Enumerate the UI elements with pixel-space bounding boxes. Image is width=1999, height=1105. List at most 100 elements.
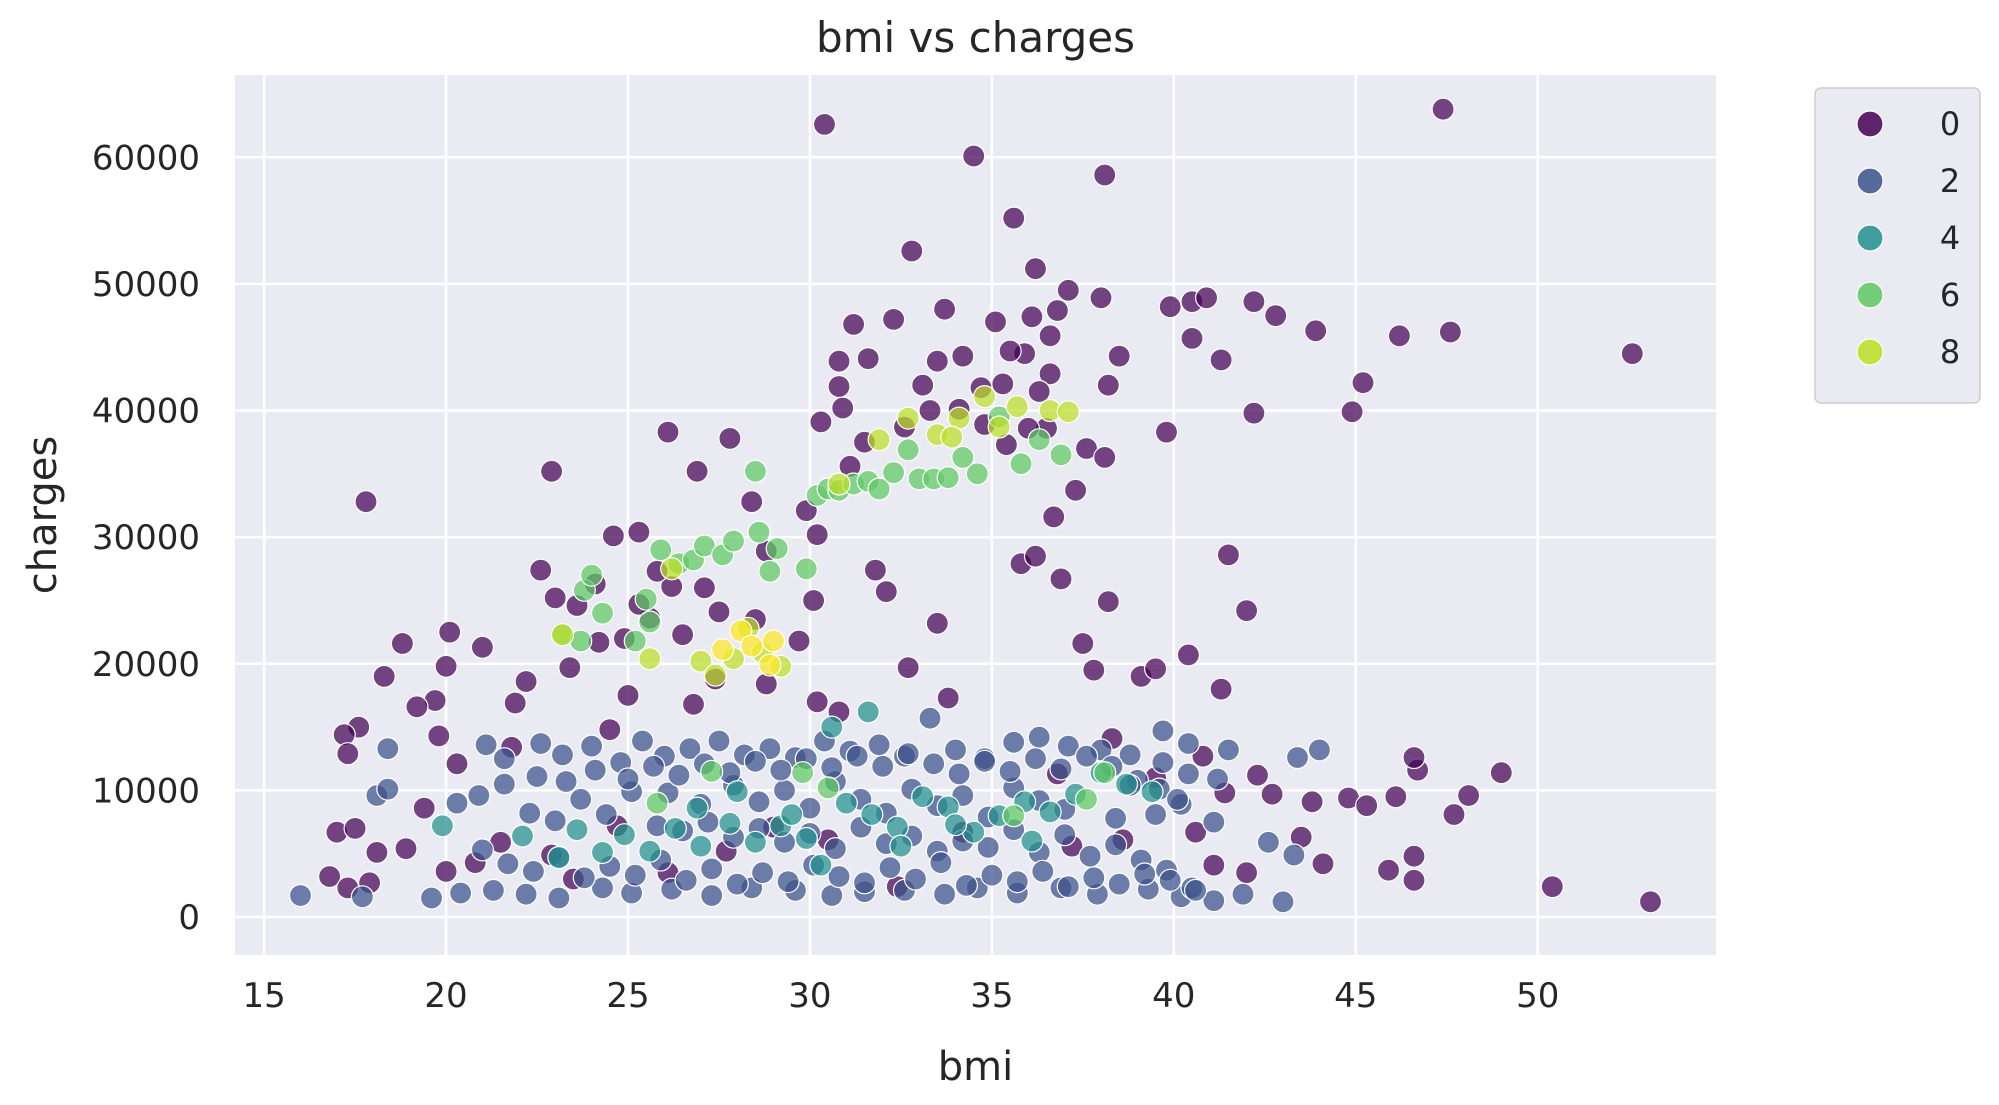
data-point [1056, 400, 1080, 424]
data-point [354, 490, 378, 514]
data-point [1638, 890, 1663, 914]
y-tick-label: 10000 [92, 771, 200, 811]
y-tick-label: 20000 [92, 645, 200, 685]
data-point [1002, 206, 1026, 230]
data-point [896, 655, 920, 680]
data-point [550, 623, 575, 647]
x-axis-title: bmi [938, 1044, 1013, 1090]
data-point [579, 734, 604, 758]
data-point [769, 758, 793, 782]
data-point [721, 529, 746, 553]
data-point [1183, 820, 1208, 844]
data-point [1151, 719, 1175, 743]
data-point [765, 536, 789, 561]
data-point [860, 802, 884, 827]
data-point [612, 823, 637, 847]
data-point [467, 783, 491, 808]
data-point [514, 669, 538, 694]
data-point [700, 759, 724, 784]
data-point [740, 490, 764, 514]
data-point [569, 787, 593, 811]
data-point [1376, 858, 1401, 882]
data-point [1063, 478, 1088, 502]
data-point [1053, 823, 1077, 847]
data-point [940, 425, 964, 449]
data-point [1093, 761, 1117, 785]
data-point [972, 749, 997, 773]
data-point [1020, 305, 1044, 329]
data-point [896, 742, 920, 766]
data-point [932, 297, 957, 321]
data-point [812, 112, 837, 137]
data-point [1216, 543, 1241, 567]
data-point [1438, 320, 1463, 344]
data-point [1202, 888, 1226, 913]
legend-label: 2 [1940, 162, 1960, 200]
legend-label: 8 [1940, 333, 1960, 371]
data-point [689, 649, 713, 673]
data-point [445, 791, 469, 815]
data-point [1093, 163, 1117, 187]
data-point [710, 638, 735, 662]
data-point [918, 398, 942, 423]
data-point [874, 579, 898, 604]
data-point [936, 686, 960, 710]
legend-marker [1856, 281, 1884, 309]
data-point [350, 885, 374, 909]
data-point [998, 759, 1022, 784]
data-point [1387, 324, 1412, 348]
y-tick-label: 40000 [92, 392, 200, 432]
data-point [1045, 298, 1070, 323]
data-point [1180, 326, 1204, 350]
data-point [550, 743, 575, 767]
x-tick-label: 25 [606, 976, 649, 1016]
data-point [881, 307, 906, 331]
data-point [638, 839, 662, 863]
data-point [641, 754, 666, 778]
data-point [1402, 844, 1426, 868]
data-point [889, 834, 913, 858]
data-point [481, 878, 505, 903]
data-point [1234, 598, 1259, 623]
data-point [707, 729, 731, 753]
data-point [834, 791, 858, 815]
data-point [980, 863, 1004, 887]
data-point [1176, 762, 1201, 786]
data-point [1009, 452, 1033, 476]
data-point [943, 812, 968, 837]
data-point [627, 520, 651, 544]
data-point [1005, 869, 1029, 894]
data-point [638, 647, 662, 671]
data-point [743, 749, 768, 773]
data-point [332, 723, 356, 747]
data-point [1082, 866, 1106, 890]
data-point [594, 802, 618, 827]
data-point [623, 863, 647, 887]
data-point [1340, 400, 1364, 424]
data-point [1042, 505, 1066, 529]
data-point [1176, 731, 1201, 756]
data-point [1143, 802, 1168, 827]
data-point [438, 620, 462, 644]
data-point [772, 778, 797, 803]
data-point [801, 588, 826, 613]
x-tick-label: 45 [1334, 976, 1377, 1016]
data-point [805, 690, 829, 714]
data-point [1133, 862, 1157, 886]
legend-marker [1856, 224, 1884, 252]
data-point [1165, 787, 1190, 811]
data-point [1038, 800, 1062, 824]
y-tick-label: 0 [178, 898, 200, 938]
legend-marker [1856, 110, 1884, 138]
data-point [820, 715, 844, 739]
data-point [1107, 872, 1131, 896]
data-point [529, 558, 553, 582]
data-point [718, 426, 742, 450]
data-point [521, 859, 546, 884]
data-point [1031, 859, 1055, 884]
data-point [470, 838, 494, 862]
data-point [590, 876, 615, 900]
data-point [1027, 379, 1051, 404]
data-point [539, 459, 564, 483]
data-point [372, 664, 396, 689]
